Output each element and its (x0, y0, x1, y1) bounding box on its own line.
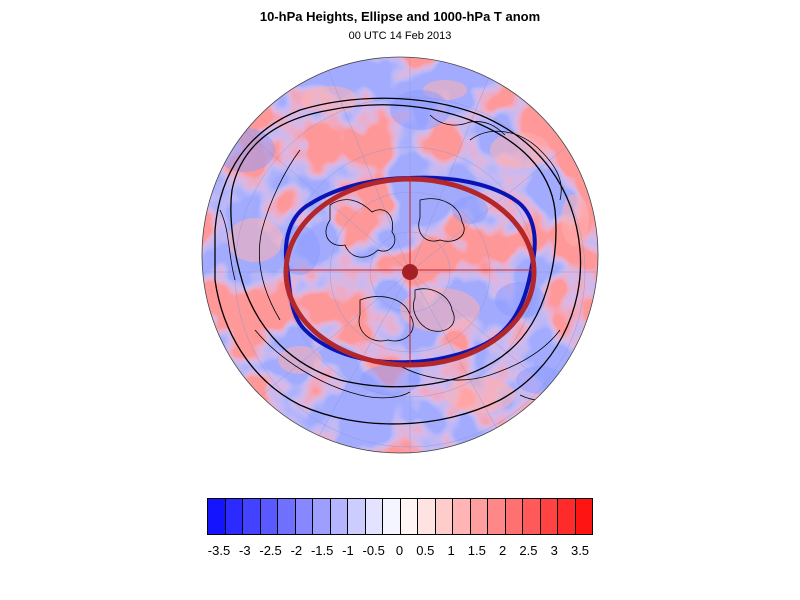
colorbar-swatch (418, 499, 436, 534)
colorbar-tick-label: 1 (447, 543, 455, 558)
colorbar (207, 498, 593, 535)
colorbar-tick-label: 0.5 (416, 543, 435, 558)
colorbar-swatch (383, 499, 401, 534)
colorbar-swatch (505, 499, 523, 534)
colorbar-swatch (260, 499, 278, 534)
colorbar-swatch (295, 499, 313, 534)
colorbar-swatch (470, 499, 488, 534)
colorbar-tick-label: 1.5 (467, 543, 486, 558)
colorbar-tick-label: 3.5 (570, 543, 590, 558)
chart-subtitle: 00 UTC 14 Feb 2013 (348, 30, 452, 42)
colorbar-swatch (313, 499, 331, 534)
colorbar-tick-label: -2 (290, 543, 303, 558)
map-disk (202, 57, 598, 453)
outer-height-contours (214, 97, 582, 425)
colorbar-swatch (278, 499, 296, 534)
colorbar-swatch (523, 499, 541, 534)
colorbar-swatch (400, 499, 418, 534)
colorbar-swatch (558, 499, 576, 534)
colorbar-swatch (435, 499, 453, 534)
colorbar-swatch (330, 499, 348, 534)
colorbar-tick-label: 2.5 (519, 543, 538, 558)
colorbar-tick-label: -1.5 (310, 543, 334, 558)
colorbar-tick-label: -3.5 (207, 543, 231, 558)
coastlines (219, 114, 576, 401)
colorbar-labels: -3.5 -3 -2.5 -2 -1.5 -1 -0.5 0 0.5 1 1.5 2 2.5 3 3.5 (0, 543, 800, 563)
colorbar-tick-label: -3 (239, 543, 251, 558)
colorbar-swatch (208, 499, 226, 534)
colorbar-swatch (365, 499, 383, 534)
colorbar-tick-label: 0 (395, 543, 404, 558)
colorbar-swatch (348, 499, 366, 534)
warm-anomaly-patches (227, 80, 589, 413)
colorbar-swatch (225, 499, 243, 534)
colorbar-swatch (575, 499, 592, 534)
overlays (283, 175, 537, 368)
colorbar-swatch (453, 499, 471, 534)
ellipse-center-marker (402, 264, 418, 280)
map-border (201, 56, 599, 454)
colorbar-swatch (488, 499, 506, 534)
colorbar-tick-label: -1 (342, 543, 354, 558)
colorbar-tick-label: -2.5 (259, 543, 282, 558)
colorbar-tick-label: -0.5 (362, 543, 385, 558)
colorbar-swatch (540, 499, 558, 534)
chart-title: 10-hPa Heights, Ellipse and 1000-hPa T a… (259, 9, 541, 24)
colorbar-swatch (243, 499, 261, 534)
colorbar-tick-label: 2 (499, 543, 507, 558)
colorbar-tick-label: 3 (550, 543, 558, 558)
